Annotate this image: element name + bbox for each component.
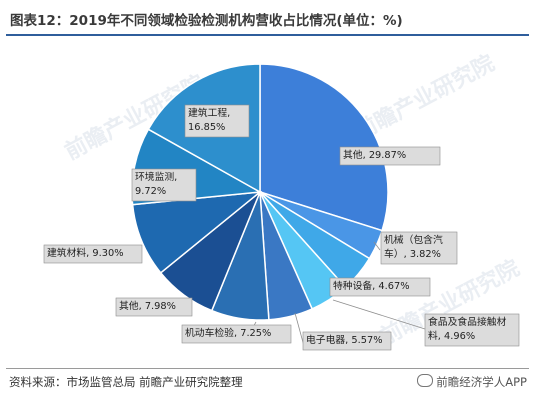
- label-box: [424, 313, 520, 347]
- label-box: [184, 104, 250, 138]
- label-box: [43, 244, 143, 264]
- leader-line: [332, 299, 426, 330]
- wechat-icon: [417, 374, 434, 387]
- label-text: 16.85%: [188, 122, 225, 133]
- label-text: 食品及食品接触材: [428, 315, 507, 328]
- label-text: 环境监测,: [135, 170, 177, 183]
- slice-label: 机动车检验, 7.25%: [181, 324, 292, 344]
- source-note: 资料来源：市场监管总局 前瞻产业研究院整理: [9, 375, 243, 389]
- label-text: 建筑工程,: [188, 106, 230, 119]
- brand-text: 前瞻经济学人APP: [436, 375, 527, 389]
- label-text: 其他, 29.87%: [343, 148, 406, 161]
- slice-label: 建筑材料, 9.30%: [43, 244, 143, 264]
- footer-rule: [6, 368, 529, 369]
- label-box: [181, 324, 292, 344]
- label-box: [131, 168, 197, 202]
- label-text: 机械（包含汽: [384, 233, 443, 246]
- label-text: 其他, 7.98%: [119, 299, 176, 312]
- slice-label: 其他, 29.87%: [339, 146, 441, 166]
- label-text: 车）, 3.82%: [384, 247, 441, 260]
- label-text: 特种设备, 4.67%: [333, 279, 410, 292]
- label-box: [302, 331, 392, 351]
- title-rule: [6, 34, 529, 36]
- label-box: [339, 146, 441, 166]
- slice-label: 特种设备, 4.67%: [329, 277, 431, 297]
- label-box: [380, 231, 458, 265]
- label-text: 建筑材料, 9.30%: [47, 246, 124, 259]
- label-box: [115, 297, 193, 317]
- pie-slice: [259, 63, 389, 232]
- leader-line: [294, 312, 305, 347]
- label-text: 料, 4.96%: [428, 329, 475, 342]
- label-text: 9.72%: [135, 186, 166, 197]
- slice-label: 其他, 7.98%: [115, 297, 193, 317]
- slice-label: 环境监测, 9.72%: [131, 168, 197, 202]
- label-box: [329, 277, 431, 297]
- slice-label: 电子电器, 5.57%: [302, 331, 392, 351]
- brand-credit: 前瞻经济学人APP: [417, 374, 527, 390]
- label-text: 电子电器, 5.57%: [306, 333, 383, 346]
- pie-slices: [131, 63, 389, 321]
- label-text: 机动车检验, 7.25%: [185, 326, 271, 339]
- chart-title: 图表12：2019年不同领域检验检测机构营收占比情况(单位：%): [10, 13, 403, 29]
- slice-label: 建筑工程, 16.85%: [184, 104, 250, 138]
- leader-line: [373, 241, 381, 251]
